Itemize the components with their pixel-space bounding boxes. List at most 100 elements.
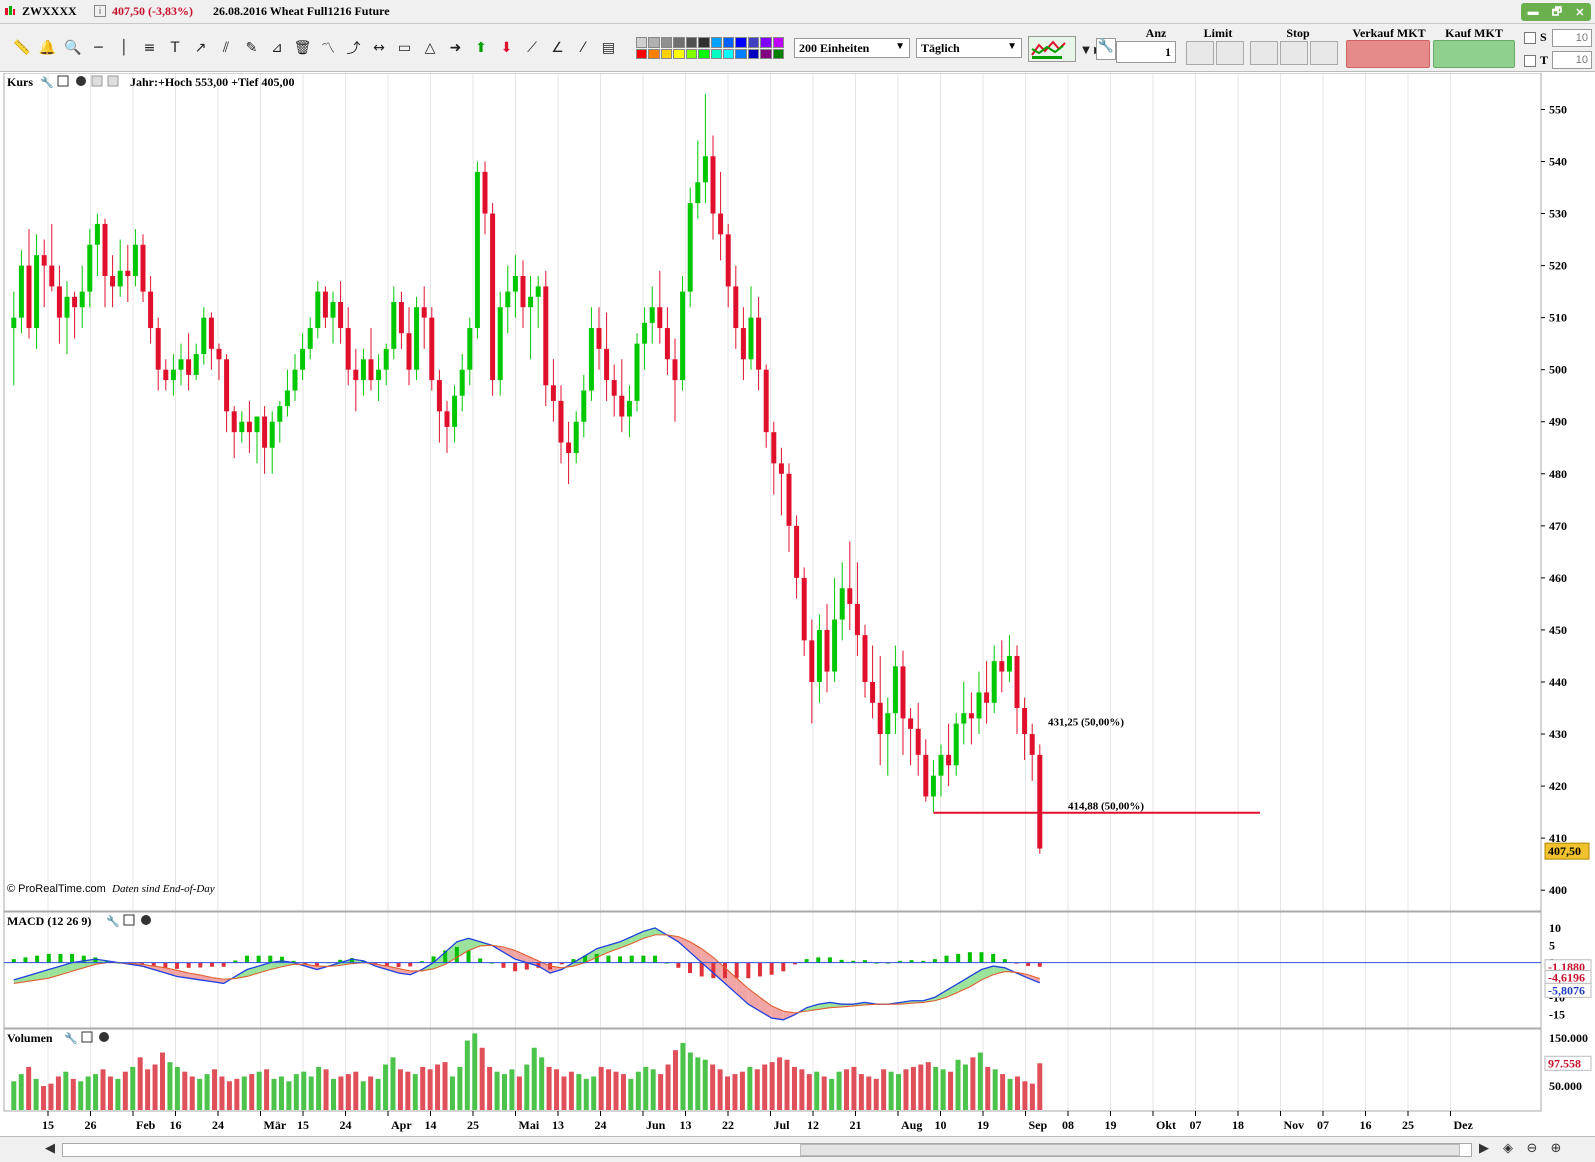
maximize-panel-icon[interactable]: [123, 914, 135, 926]
units-select[interactable]: 200 Einheiten ▼: [794, 38, 910, 58]
color-swatch[interactable]: [648, 48, 660, 59]
close-icon[interactable]: ✕: [1575, 6, 1585, 19]
s-value-field[interactable]: 10: [1552, 29, 1592, 47]
x-tick-label: 07: [1190, 1118, 1202, 1132]
segment-icon[interactable]: ↔: [373, 40, 385, 56]
x-tick-label: Dez: [1454, 1118, 1474, 1132]
chart-style-dropdown-icon[interactable]: ▼: [1082, 44, 1090, 56]
color-swatch[interactable]: [710, 37, 722, 48]
arrow-line-icon[interactable]: ↗: [194, 40, 207, 56]
magnifier-icon[interactable]: 🔍: [64, 40, 82, 56]
close-panel-icon[interactable]: [76, 76, 86, 86]
candle-body: [11, 317, 17, 329]
symbol-label[interactable]: ZWXXXX: [22, 4, 77, 18]
text-tool-icon[interactable]: T: [170, 40, 180, 56]
vertical-line-icon[interactable]: │: [119, 40, 129, 56]
chart-style-button[interactable]: [1028, 36, 1076, 62]
arrow-down-red-icon[interactable]: ⬇: [500, 40, 513, 56]
sell-market-button[interactable]: [1346, 40, 1430, 68]
t-checkbox[interactable]: [1524, 55, 1536, 67]
maximize-panel-icon[interactable]: [81, 1031, 93, 1043]
color-swatch[interactable]: [636, 48, 648, 59]
color-swatch[interactable]: [735, 48, 747, 59]
stop-sell-button[interactable]: [1280, 41, 1308, 65]
color-swatch[interactable]: [760, 37, 772, 48]
arrow-right-icon[interactable]: ➜: [449, 40, 462, 56]
color-swatch[interactable]: [673, 37, 685, 48]
parallel-lines-icon[interactable]: ⫽: [222, 40, 230, 56]
horizontal-line-icon[interactable]: ─: [94, 40, 103, 56]
color-swatch[interactable]: [722, 37, 735, 48]
color-swatch[interactable]: [648, 37, 660, 48]
info-icon[interactable]: i: [94, 5, 106, 17]
rectangle-icon[interactable]: ▭: [397, 40, 412, 56]
panel-option-icon[interactable]: [107, 75, 119, 87]
restore-icon[interactable]: 🗗: [1551, 5, 1563, 18]
ruler-icon[interactable]: 📏: [13, 40, 31, 56]
scroll-right-icon[interactable]: ▶: [1479, 1141, 1489, 1156]
limit-buy-button[interactable]: [1186, 41, 1214, 65]
volume-bar: [687, 1052, 693, 1110]
stop-extra-button[interactable]: [1310, 41, 1338, 65]
s-checkbox[interactable]: [1524, 32, 1536, 44]
wrench-icon[interactable]: 🔧: [106, 914, 120, 928]
line-chart-icon[interactable]: 〽: [321, 41, 335, 57]
close-panel-icon[interactable]: [99, 1032, 109, 1042]
quantity-field[interactable]: 1: [1116, 41, 1176, 63]
trend-lines-icon[interactable]: ≡: [143, 40, 156, 56]
gann-line-icon[interactable]: ∠: [551, 40, 564, 56]
horizontal-scrollbar[interactable]: ◀ ▶ ◈ ⊖ ⊕: [0, 1136, 1595, 1162]
color-swatch[interactable]: [772, 48, 784, 59]
trendline-icon[interactable]: ⤴: [346, 41, 361, 57]
triangle-icon[interactable]: △: [424, 40, 436, 56]
color-swatch[interactable]: [660, 37, 673, 48]
color-swatch[interactable]: [747, 37, 760, 48]
color-swatch[interactable]: [698, 37, 710, 48]
candle-body: [528, 296, 534, 308]
color-swatch[interactable]: [698, 48, 710, 59]
arrow-up-green-icon[interactable]: ⬆: [475, 40, 487, 56]
color-swatch[interactable]: [735, 37, 747, 48]
chevron-down-icon: ▼: [1007, 41, 1017, 52]
zoom-out-icon[interactable]: ⊖: [1526, 1141, 1538, 1156]
minimize-icon[interactable]: ▬: [1527, 6, 1539, 18]
stop-buy-button[interactable]: [1250, 41, 1278, 65]
color-swatch[interactable]: [636, 37, 648, 48]
price-y-tick-label: 480: [1549, 467, 1567, 481]
color-swatch[interactable]: [760, 48, 772, 59]
trash-icon[interactable]: 🗑: [293, 40, 312, 56]
scroll-thumb[interactable]: [800, 1144, 1460, 1156]
gann-fan-icon[interactable]: ⟋: [527, 40, 537, 56]
color-swatch[interactable]: [772, 37, 784, 48]
chart-area[interactable]: 431,25 (50,00%) 414,88 (50,00%) 550 540 530…: [0, 73, 1595, 1136]
candle-body: [824, 629, 830, 672]
draw-tools-icon[interactable]: ✎: [245, 40, 258, 56]
bell-icon[interactable]: 🔔: [38, 40, 57, 56]
panel-option-icon[interactable]: [91, 75, 103, 87]
x-tick-label: Mär: [264, 1118, 287, 1132]
color-swatch[interactable]: [747, 48, 760, 59]
color-swatch[interactable]: [685, 48, 698, 59]
buy-market-button[interactable]: [1433, 40, 1515, 68]
wrench-icon[interactable]: 🔧: [64, 1031, 78, 1045]
zoom-fit-icon[interactable]: ◈: [1503, 1141, 1513, 1156]
color-swatch[interactable]: [685, 37, 698, 48]
color-swatch[interactable]: [722, 48, 735, 59]
maximize-panel-icon[interactable]: [57, 75, 69, 87]
limit-sell-button[interactable]: [1216, 41, 1244, 65]
t-value-field[interactable]: 10: [1552, 51, 1592, 69]
wrench-icon[interactable]: 🔧: [40, 75, 54, 89]
regression-icon[interactable]: ⁄: [581, 40, 585, 56]
macd-fill: [386, 966, 399, 973]
zoom-in-icon[interactable]: ⊕: [1550, 1141, 1562, 1156]
close-panel-icon[interactable]: [141, 915, 151, 925]
color-swatch[interactable]: [710, 48, 722, 59]
color-swatch[interactable]: [660, 48, 673, 59]
order-settings-button[interactable]: 🔧: [1096, 38, 1116, 60]
volume-bar: [501, 1074, 507, 1110]
fibonacci-icon[interactable]: ⊿: [271, 40, 283, 56]
period-select[interactable]: Täglich ▼: [916, 38, 1022, 58]
scroll-left-icon[interactable]: ◀: [45, 1141, 55, 1156]
color-swatch[interactable]: [673, 48, 685, 59]
channel-icon[interactable]: ▤: [601, 40, 616, 56]
